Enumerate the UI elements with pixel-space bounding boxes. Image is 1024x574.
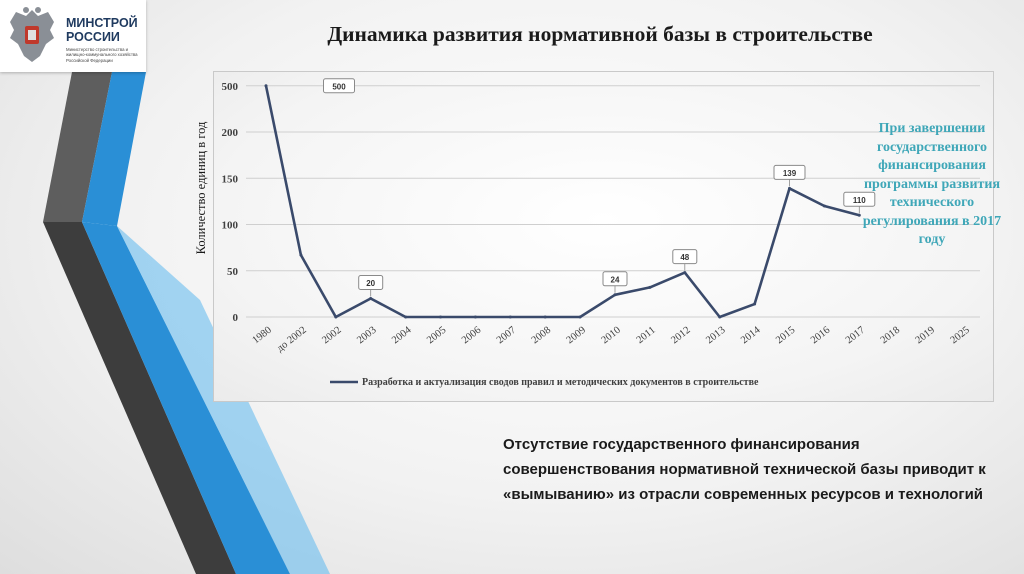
chart-frame	[213, 71, 994, 402]
x-tick-label: 2013	[704, 325, 727, 347]
x-tick-label: 2017	[844, 325, 867, 347]
x-tick-label: 2007	[495, 325, 518, 347]
x-tick-label: 2006	[460, 325, 483, 347]
ministry-logo: МИНСТРОЙ РОССИИ Министерство строительст…	[0, 0, 146, 72]
data-point	[264, 84, 268, 88]
y-tick-label: 100	[222, 220, 239, 232]
y-tick-label: 500	[222, 81, 239, 93]
x-tick-label: 2003	[355, 325, 378, 347]
x-tick-label: 2009	[565, 325, 588, 347]
x-tick-label: 2019	[914, 325, 937, 347]
data-label: 110	[853, 196, 866, 205]
data-point	[508, 315, 512, 319]
conclusion-text: Отсутствие государственного финансирован…	[503, 436, 986, 503]
data-point	[753, 302, 757, 306]
data-point	[369, 297, 373, 300]
data-point	[857, 213, 861, 217]
data-point	[822, 204, 826, 208]
x-tick-label: 2011	[635, 325, 658, 346]
series-line	[264, 85, 860, 319]
data-point	[578, 315, 582, 319]
x-tick-label: 2008	[530, 325, 553, 347]
legend-label: Разработка и актуализация сводов правил …	[362, 377, 759, 388]
data-label: 48	[680, 253, 689, 262]
y-tick-label: 50	[227, 266, 239, 278]
data-point	[718, 315, 722, 319]
x-tick-label: 2012	[669, 325, 692, 347]
logo-subtitle: Министерство строительства и жилищно-ком…	[66, 47, 138, 63]
data-label: 20	[366, 279, 375, 288]
x-tick-label: 2025	[949, 325, 972, 347]
data-point	[473, 315, 477, 319]
logo-name-line2: РОССИИ	[66, 30, 120, 44]
logo-name-line1: МИНСТРОЙ	[66, 16, 138, 30]
y-tick-label: 150	[222, 173, 239, 185]
y-axis-label: Количество единиц в год	[194, 121, 208, 254]
data-label: 24	[611, 275, 620, 284]
x-tick-label: 2014	[739, 324, 763, 346]
callout-note: При завершении государственного финансир…	[862, 121, 1002, 247]
data-label: 500	[332, 82, 346, 91]
data-point	[683, 271, 687, 275]
data-point	[648, 285, 652, 289]
x-tick-label: 2018	[879, 325, 902, 347]
x-tick-label: 1980	[251, 325, 274, 347]
x-tick-label: до 2002	[275, 325, 309, 355]
x-tick-label: 2004	[390, 324, 414, 346]
data-label: 139	[783, 169, 797, 178]
slide-title: Динамика развития нормативной базы в стр…	[327, 22, 873, 46]
data-point	[404, 315, 408, 319]
y-tick-label: 200	[222, 127, 239, 139]
x-tick-label: 2016	[809, 325, 832, 347]
x-tick-label: 2005	[425, 325, 448, 347]
data-point	[439, 315, 442, 319]
data-point	[613, 293, 617, 297]
data-point	[543, 315, 547, 319]
data-point	[299, 253, 303, 257]
logo-name: МИНСТРОЙ РОССИИ	[66, 16, 146, 44]
x-tick-label: 2015	[774, 325, 797, 347]
x-tick-label: 2010	[600, 325, 623, 347]
y-tick-label: 0	[233, 312, 239, 324]
data-point	[788, 186, 791, 190]
data-point	[334, 315, 338, 319]
x-tick-label: 2002	[320, 325, 343, 347]
data-label-box	[323, 78, 355, 94]
coat-of-arms-icon	[10, 7, 54, 62]
